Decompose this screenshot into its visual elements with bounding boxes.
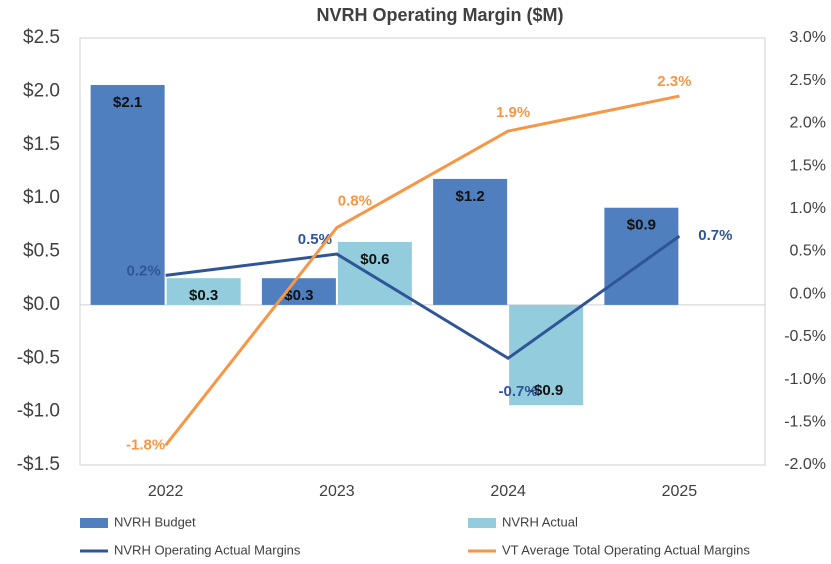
bar-value-label: $0.3 — [189, 287, 218, 304]
y-tick-label: $2.5 — [23, 27, 60, 48]
line-value-label: 0.2% — [127, 262, 161, 279]
plot-area — [79, 37, 766, 466]
x-tick-label: 2024 — [490, 483, 526, 500]
legend-label: NVRH Operating Actual Margins — [114, 542, 301, 557]
y-tick-label: $2.0 — [23, 80, 60, 101]
y2-tick-label: -2.0% — [784, 456, 826, 473]
y2-tick-label: -1.5% — [784, 414, 826, 431]
line-value-label: 1.9% — [496, 104, 530, 121]
line-value-label: 0.8% — [338, 193, 372, 210]
line-value-label: -0.7% — [499, 383, 538, 400]
legend-swatch — [80, 518, 108, 528]
legend-label: NVRH Actual — [502, 514, 578, 529]
y2-tick-label: 2.0% — [790, 115, 826, 132]
chart-title: NVRH Operating Margin ($M) — [316, 5, 563, 25]
y2-tick-label: 1.0% — [790, 200, 826, 217]
y2-tick-label: -0.5% — [784, 328, 826, 345]
line-value-label: 2.3% — [657, 73, 691, 90]
bar — [261, 278, 336, 305]
y2-tick-label: 3.0% — [790, 29, 826, 46]
y-tick-label: $1.0 — [23, 187, 60, 208]
bar — [509, 304, 584, 406]
x-tick-label: 2022 — [148, 483, 184, 500]
x-tick-label: 2025 — [662, 483, 698, 500]
bar-value-label: $0.6 — [360, 251, 389, 268]
x-tick-label: 2023 — [319, 483, 355, 500]
bar — [90, 84, 165, 305]
bar-value-label: $2.1 — [113, 94, 142, 111]
bar-value-label: $1.2 — [456, 188, 485, 205]
bar — [337, 241, 412, 305]
y-tick-label: -$1.5 — [17, 454, 60, 475]
legend-swatch — [468, 518, 496, 528]
line — [165, 234, 681, 361]
bar-value-label: -$0.9 — [529, 382, 563, 399]
y2-tick-label: 2.5% — [790, 72, 826, 89]
y2-tick-label: 1.5% — [790, 157, 826, 174]
y2-tick-label: 0.0% — [790, 285, 826, 302]
bar — [166, 278, 241, 305]
y-tick-label: $0.5 — [23, 241, 60, 262]
y-tick-label: -$0.5 — [17, 347, 60, 368]
bar — [604, 207, 679, 305]
y-tick-label: $0.0 — [23, 294, 60, 315]
line — [164, 94, 680, 447]
y-tick-label: $1.5 — [23, 134, 60, 155]
legend-label: VT Average Total Operating Actual Margin… — [502, 542, 750, 557]
y-tick-label: -$1.0 — [17, 401, 60, 422]
y2-tick-label: -1.0% — [784, 371, 826, 388]
line-value-label: -1.8% — [126, 436, 165, 453]
line-value-label: 0.7% — [698, 227, 732, 244]
y2-tick-label: 0.5% — [790, 243, 826, 260]
bar-value-label: $0.9 — [627, 217, 656, 234]
bar-value-label: $0.3 — [284, 287, 313, 304]
legend-label: NVRH Budget — [114, 514, 196, 529]
bar — [433, 178, 508, 305]
